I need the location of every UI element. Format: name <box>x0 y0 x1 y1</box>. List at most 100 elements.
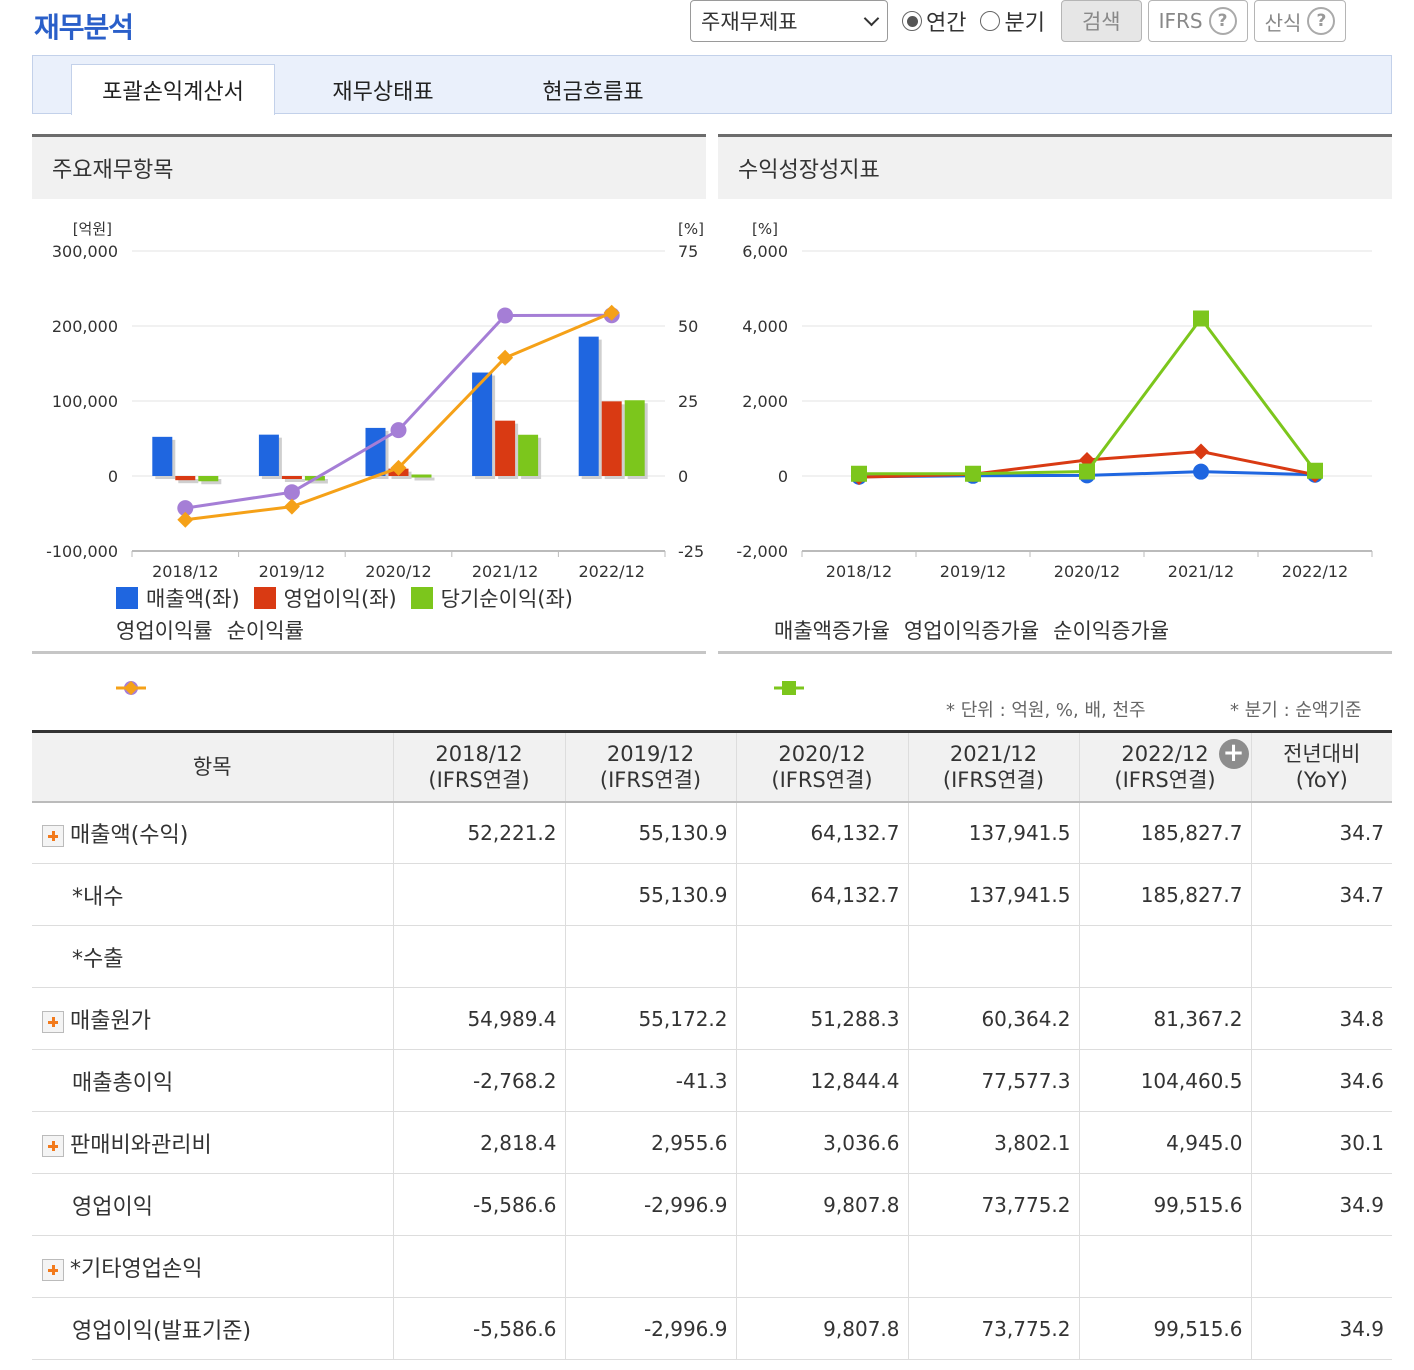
question-icon: ? <box>1208 7 1237 35</box>
x-tick-label: 2018/12 <box>152 562 218 579</box>
row-label[interactable]: 판매비와관리비 <box>32 1111 394 1174</box>
header-line-2: (IFRS연결) <box>771 767 873 792</box>
statement-type-select[interactable]: 주재무제표 <box>690 0 888 42</box>
bar-매출액(좌) <box>578 336 599 476</box>
y-tick-label-left: -100,000 <box>46 542 118 561</box>
chart-legend: 매출액증가율 영업이익증가율 순이익증가율 <box>774 615 1183 695</box>
table-row: *기타영업손익 <box>32 1235 1392 1298</box>
annual-radio[interactable] <box>902 11 922 31</box>
table-cell <box>565 925 737 988</box>
y-tick-label-left: 200,000 <box>52 317 118 336</box>
header-line-1: 전년대비 <box>1283 741 1361 766</box>
legend-item[interactable]: 영업이익증가율 <box>774 615 1039 695</box>
bar-당기순이익(좌) <box>411 474 432 478</box>
legend-item[interactable]: 순이익률 <box>116 615 304 695</box>
table-cell: 2,955.6 <box>565 1111 737 1174</box>
point-영업이익률 <box>497 307 514 324</box>
y-tick-label: 6,000 <box>742 242 788 261</box>
expand-plus-icon[interactable] <box>42 1134 64 1157</box>
x-tick-label: 2022/12 <box>578 562 644 579</box>
expand-plus-icon[interactable] <box>42 824 64 847</box>
formula-help-button[interactable]: 산식 ? <box>1253 0 1347 42</box>
legend-item[interactable]: 순이익증가율 <box>774 615 1169 695</box>
column-header: 2020/12 (IFRS연결) <box>736 730 909 803</box>
table-cell: 77,577.3 <box>908 1049 1080 1112</box>
table-cell <box>1251 925 1392 988</box>
tab-cash-flow[interactable]: 현금흐름표 <box>542 79 644 105</box>
table-body: 매출액(수익) 52,221.2 55,130.9 64,132.7 137,941.5… <box>32 801 1392 1360</box>
point-순이익증가율 <box>851 465 867 482</box>
annual-radio-label[interactable]: 연간 <box>926 11 967 36</box>
table-cell: 55,130.9 <box>565 863 737 926</box>
row-label[interactable]: 매출원가 <box>32 987 394 1050</box>
line-순이익률 <box>185 311 613 522</box>
chart-legend-lines: 영업이익률 순이익률 <box>116 615 318 695</box>
table-cell: 137,941.5 <box>908 801 1080 864</box>
expand-plus-icon[interactable] <box>42 1258 64 1281</box>
search-button[interactable]: 검색 <box>1060 0 1142 42</box>
y-tick-label-right: 0 <box>678 467 688 486</box>
table-cell: 99,515.6 <box>1079 1173 1252 1236</box>
table-row: 영업이익(발표기준) -5,586.6 -2,996.9 9,807.8 73,775.… <box>32 1297 1392 1360</box>
table-cell: 64,132.7 <box>736 863 909 926</box>
legend-item[interactable]: 영업이익률 <box>116 615 213 695</box>
growth-indicators-chart: [%] 6,000 4,000 2,000 0 -2,000 2018/12 2019/12 2… <box>736 220 1373 579</box>
unit-note: * 단위 : 억원, %, 배, 천주 <box>946 700 1146 721</box>
row-label-text: *수출 <box>72 946 124 972</box>
table-cell: 9,807.8 <box>736 1297 909 1360</box>
bar-영업이익(좌) <box>281 476 302 479</box>
point-영업이익증가율 <box>1193 443 1209 460</box>
bar-영업이익(좌) <box>175 476 196 481</box>
bar-매출액(좌) <box>365 427 386 476</box>
table-cell <box>1079 1235 1252 1298</box>
table-cell: 12,844.4 <box>736 1049 909 1112</box>
table-cell: 34.7 <box>1251 801 1392 864</box>
x-tick-label: 2019/12 <box>940 562 1006 579</box>
y-tick-label-right: 75 <box>678 242 698 261</box>
table-row: 매출액(수익) 52,221.2 55,130.9 64,132.7 137,941.5… <box>32 801 1392 864</box>
legend-item[interactable]: 매출액(좌) <box>116 583 240 613</box>
header-line-2: (IFRS연결) <box>1114 767 1216 792</box>
row-label-text: *내수 <box>72 884 124 910</box>
table-header-row: 항목 2018/12 (IFRS연결) 2019/12 (IFRS연결) 2020/12(… <box>32 730 1392 803</box>
column-header: 2021/12 (IFRS연결) <box>908 730 1080 803</box>
add-column-icon[interactable]: + <box>1218 739 1249 769</box>
bar-영업이익(좌) <box>495 420 516 476</box>
row-label: 영업이익 <box>32 1173 394 1236</box>
ifrs-help-button[interactable]: IFRS ? <box>1147 0 1248 42</box>
legend-marker-square <box>774 681 804 695</box>
point-순이익증가율 <box>1079 463 1095 480</box>
point-순이익률 <box>603 304 620 321</box>
row-label-text: 영업이익(발표기준) <box>72 1318 252 1344</box>
quarter-radio[interactable] <box>980 11 1001 31</box>
header-line-1: 2018/12 <box>435 741 523 766</box>
line-순이익증가율 <box>859 315 1317 476</box>
table-cell: 55,172.2 <box>565 987 737 1050</box>
expand-plus-icon[interactable] <box>42 1010 64 1033</box>
tab-balance-sheet[interactable]: 재무상태표 <box>332 79 434 105</box>
quarter-radio-label[interactable]: 분기 <box>1004 11 1045 36</box>
table-cell: 9,807.8 <box>736 1173 909 1236</box>
y-tick-label: 4,000 <box>742 317 788 336</box>
bar-매출액(좌) <box>472 372 493 476</box>
x-tick-label: 2021/12 <box>1168 562 1234 579</box>
header-line-2: (IFRS연결) <box>428 767 530 792</box>
ifrs-label: IFRS <box>1158 9 1203 33</box>
table-cell: 3,802.1 <box>908 1111 1080 1174</box>
line-영업이익률 <box>185 313 612 510</box>
point-매출액증가율 <box>1193 463 1209 480</box>
legend-item[interactable]: 영업이익(좌) <box>253 583 397 613</box>
row-label[interactable]: *기타영업손익 <box>32 1235 394 1298</box>
legend-item[interactable]: 당기순이익(좌) <box>410 583 573 613</box>
table-cell: -41.3 <box>565 1049 737 1112</box>
main-financials-chart: [억원] [%] 300,000 75 200,000 50 100,000 25 0 0 -100… <box>46 220 704 579</box>
bar-shadow <box>284 479 305 482</box>
row-label[interactable]: 매출액(수익) <box>32 801 394 864</box>
header-line-2: (YoY) <box>1295 767 1348 792</box>
legend-swatch <box>116 587 138 609</box>
y-axis-unit-right: [%] <box>678 220 704 238</box>
column-header-item: 항목 <box>32 730 394 803</box>
legend-item[interactable]: 매출액증가율 <box>774 615 890 695</box>
point-순이익률 <box>390 459 407 476</box>
tab-income-statement[interactable]: 포괄손익계산서 <box>71 64 275 115</box>
